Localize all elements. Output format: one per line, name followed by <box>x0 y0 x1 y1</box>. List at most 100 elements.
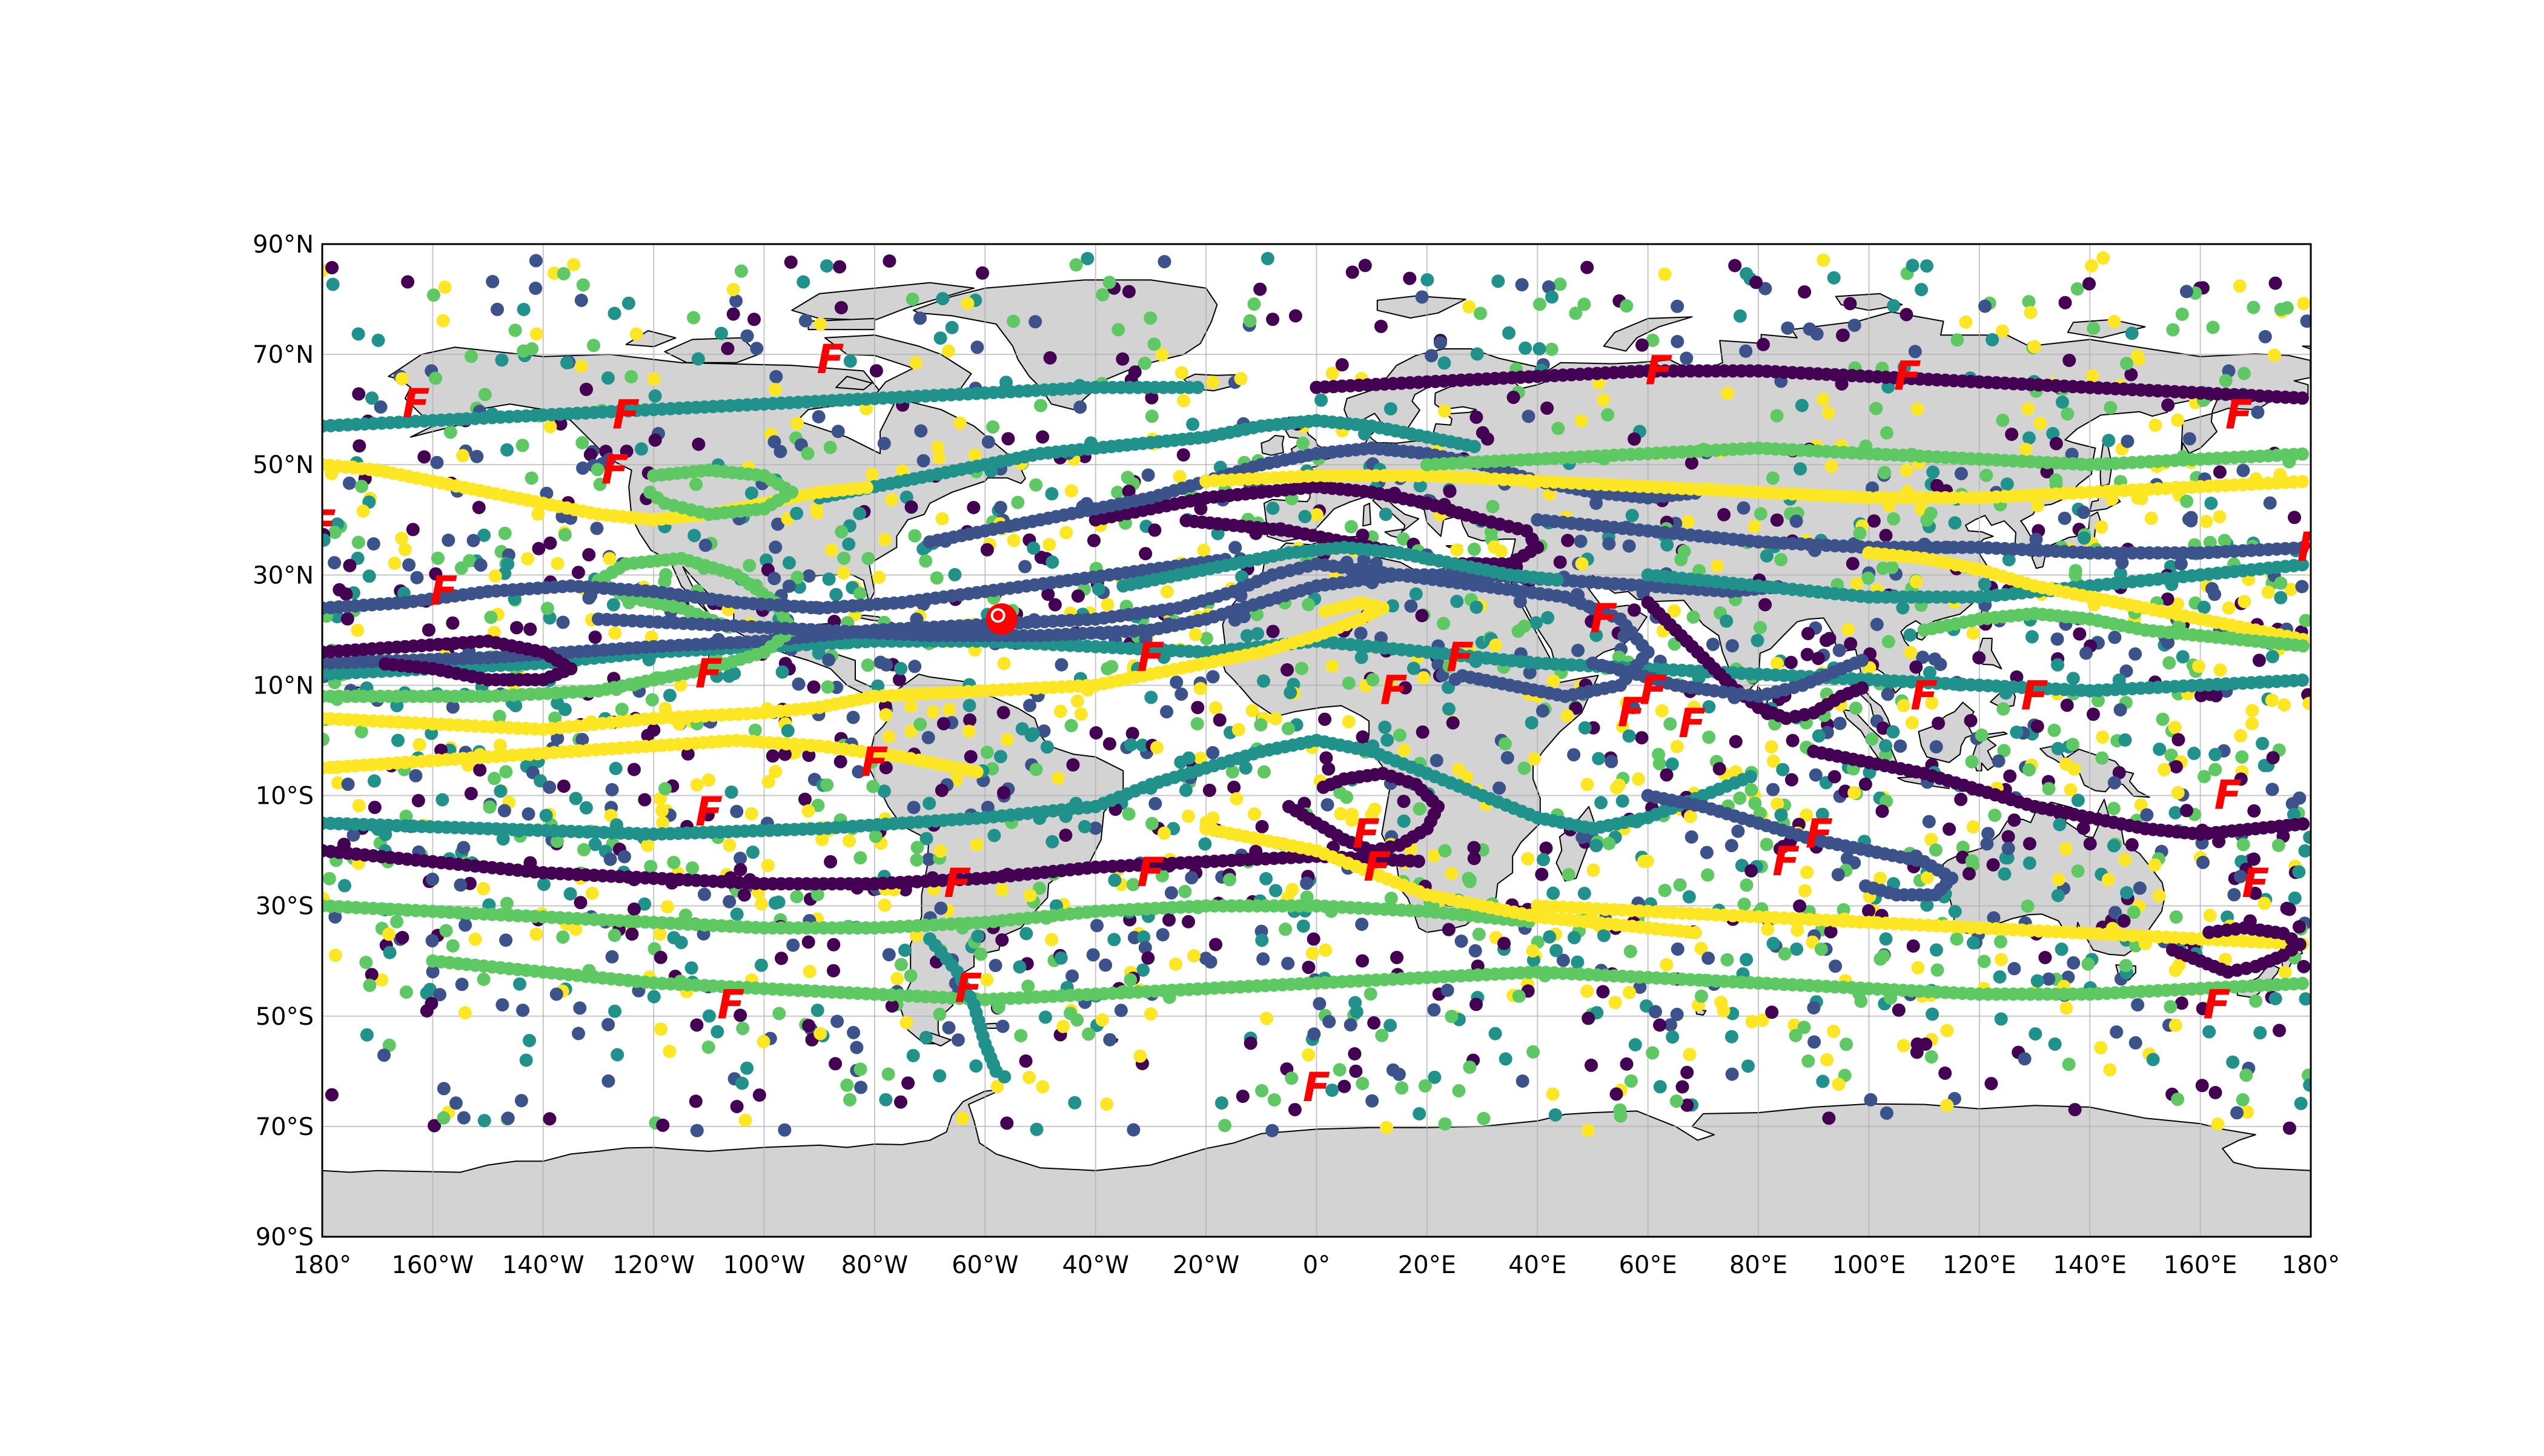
drift-particle <box>1767 937 1780 950</box>
drift-particle <box>1442 923 1456 936</box>
drift-particle <box>1706 638 1720 651</box>
drift-particle <box>1986 333 1999 346</box>
drift-particle <box>1760 549 1774 563</box>
drift-particle <box>1036 431 1049 444</box>
drift-particle <box>1832 868 1845 881</box>
drift-particle <box>609 762 623 775</box>
trajectory-point <box>1855 654 1869 667</box>
drift-particle <box>1257 674 1270 687</box>
drift-particle <box>1801 648 1814 661</box>
drift-particle <box>1413 1107 1426 1120</box>
drift-particle <box>1580 985 1594 998</box>
drift-particle <box>1138 357 1151 370</box>
drift-particle <box>2042 782 2056 795</box>
drift-particle <box>2205 582 2219 595</box>
drift-particle <box>834 755 847 769</box>
drift-particle <box>1024 889 1037 902</box>
drift-particle <box>1470 601 1483 614</box>
drift-particle <box>997 786 1010 799</box>
drift-particle <box>2227 888 2241 901</box>
drift-particle <box>952 1033 965 1047</box>
drift-particle <box>1933 658 1947 671</box>
drift-particle <box>437 314 450 328</box>
drift-particle <box>446 617 459 630</box>
drift-particle <box>1955 467 1968 480</box>
drift-particle <box>675 936 688 949</box>
drift-particle <box>1491 274 1505 288</box>
drift-particle <box>2297 960 2310 973</box>
drift-particle <box>1285 1071 1298 1085</box>
drift-particle <box>1367 1016 1380 1030</box>
drift-particle <box>1876 804 1889 818</box>
drift-particle <box>1616 795 1629 808</box>
drift-particle <box>2129 1036 2142 1050</box>
drift-particle <box>1820 1053 1833 1067</box>
drift-particle <box>1194 682 1207 695</box>
drift-particle <box>1161 585 1174 598</box>
drift-particle <box>913 311 927 325</box>
drift-particle <box>854 1062 867 1076</box>
drift-particle <box>2114 703 2127 716</box>
drift-particle <box>835 301 848 314</box>
drift-particle <box>1404 600 1417 613</box>
drift-particle <box>1746 1015 1759 1028</box>
drift-particle <box>611 1048 624 1062</box>
drift-particle <box>489 569 502 583</box>
drift-particle <box>862 552 875 565</box>
drift-particle <box>1144 311 1157 325</box>
drift-particle <box>2110 1025 2123 1039</box>
drift-particle <box>587 339 600 352</box>
drift-particle <box>1378 721 1391 734</box>
drift-particle <box>1215 1096 1228 1110</box>
drift-particle <box>488 772 501 785</box>
drift-particle <box>729 294 743 308</box>
drift-particle <box>926 706 939 719</box>
drift-particle <box>1144 1007 1158 1021</box>
drift-particle <box>1342 715 1356 729</box>
drift-particle <box>486 275 499 288</box>
drift-particle <box>1840 1037 1853 1051</box>
drift-particle <box>1671 1008 1684 1021</box>
drift-particle <box>1597 929 1611 942</box>
drift-particle <box>2279 965 2292 979</box>
drift-particle <box>483 801 497 814</box>
drift-particle <box>1156 348 1169 362</box>
drift-particle <box>608 626 621 640</box>
drift-particle <box>1434 336 1447 349</box>
drift-particle <box>894 1096 907 1109</box>
drift-particle <box>1333 1063 1347 1076</box>
drift-particle <box>1187 949 1201 962</box>
drift-particle <box>1926 466 1939 479</box>
drift-particle <box>2299 844 2312 858</box>
drift-particle <box>382 927 396 941</box>
drift-particle <box>1949 516 1962 529</box>
drift-particle <box>2078 531 2091 544</box>
drift-particle <box>1261 252 1274 265</box>
drift-particle <box>654 927 667 941</box>
drift-particle <box>1786 734 1800 747</box>
drift-particle <box>2047 724 2061 737</box>
drift-particle <box>1115 1004 1128 1017</box>
drift-particle <box>1623 986 1636 999</box>
drift-particle <box>388 557 402 570</box>
drift-particle <box>1950 333 1964 346</box>
drift-particle <box>1413 802 1426 816</box>
drift-particle <box>772 896 786 909</box>
drift-particle <box>1007 534 1021 547</box>
drift-particle <box>2238 367 2251 380</box>
drift-particle <box>1785 773 1798 787</box>
drift-particle <box>2140 809 2153 822</box>
drift-particle <box>1416 290 1429 303</box>
drift-particle <box>410 571 423 584</box>
drift-particle <box>1346 265 1359 279</box>
drift-particle <box>1526 1045 1540 1059</box>
drift-particle <box>412 794 425 807</box>
drift-particle <box>2272 839 2285 852</box>
drift-particle <box>1087 534 1101 548</box>
drift-particle <box>963 699 976 712</box>
drift-particle <box>769 765 782 778</box>
drift-particle <box>655 804 669 817</box>
drift-particle <box>2119 959 2133 972</box>
drift-particle <box>1450 543 1463 557</box>
drift-particle <box>2185 511 2198 524</box>
